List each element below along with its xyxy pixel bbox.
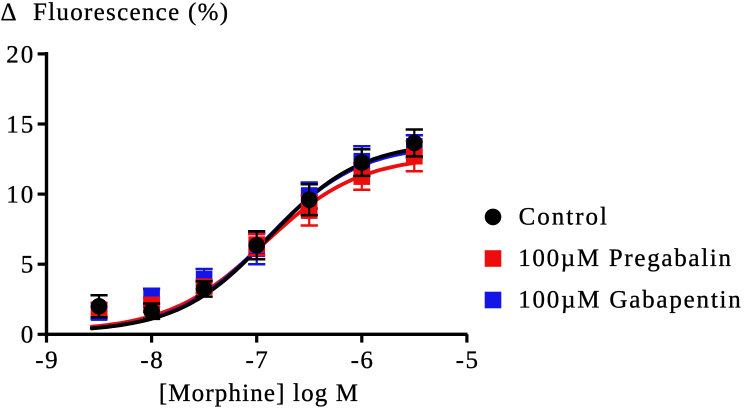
svg-text:[Morphine] log M: [Morphine] log M	[159, 380, 359, 407]
svg-text:5: 5	[21, 252, 36, 279]
svg-text:-7: -7	[245, 347, 269, 374]
svg-text:10: 10	[6, 182, 35, 209]
svg-text:20: 20	[6, 41, 35, 68]
svg-text:Control: Control	[519, 203, 609, 230]
svg-text:0: 0	[21, 322, 36, 349]
svg-text:Δ Fluorescence (%): Δ Fluorescence (%)	[1, 0, 230, 26]
svg-text:15: 15	[6, 111, 35, 138]
svg-text:-5: -5	[456, 347, 480, 374]
svg-text:-9: -9	[35, 347, 59, 374]
svg-text:-6: -6	[351, 347, 375, 374]
svg-text:-8: -8	[140, 347, 164, 374]
svg-text:100µM Gabapentin: 100µM Gabapentin	[518, 287, 742, 314]
svg-text:100µM Pregabalin: 100µM Pregabalin	[518, 245, 733, 272]
